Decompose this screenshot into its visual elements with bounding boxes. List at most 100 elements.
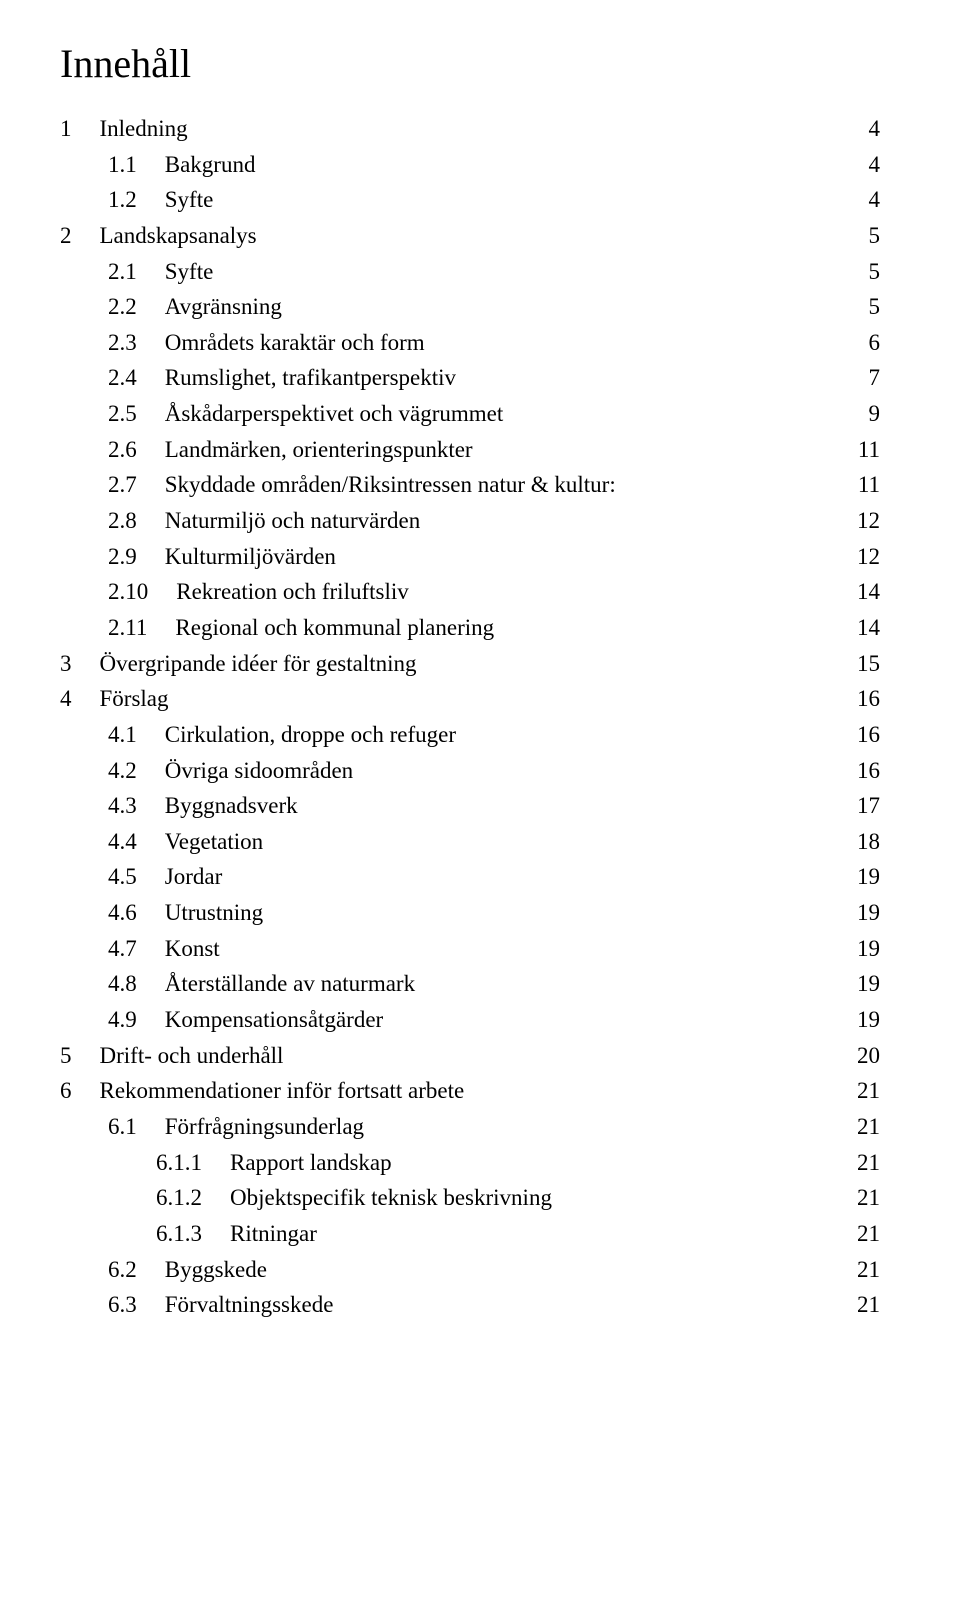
toc-entry-label: Konst [165, 931, 220, 967]
toc-entry[interactable]: 4.4Vegetation18 [60, 824, 880, 860]
toc-entry-label: Kompensationsåtgärder [165, 1002, 383, 1038]
toc-entry-label: Objektspecifik teknisk beskrivning [230, 1180, 552, 1216]
toc-entry[interactable]: 6.1.1Rapport landskap 21 [60, 1145, 880, 1181]
toc-entry-page: 14 [850, 574, 880, 610]
toc-entry[interactable]: 6.3Förvaltningsskede21 [60, 1287, 880, 1323]
toc-entry[interactable]: 1.2Syfte 4 [60, 182, 880, 218]
toc-entry-number: 2.5 [108, 396, 165, 432]
toc-entry-label: Rapport landskap [230, 1145, 392, 1181]
toc-entry-page: 21 [850, 1145, 880, 1181]
toc-entry-number: 5 [60, 1038, 100, 1074]
toc-entry-number: 4 [60, 681, 100, 717]
toc-entry[interactable]: 6.2Byggskede21 [60, 1252, 880, 1288]
toc-entry-page: 5 [850, 254, 880, 290]
toc-entry-page: 21 [850, 1252, 880, 1288]
toc-page: Innehåll 1Inledning41.1Bakgrund41.2Syfte… [0, 0, 960, 1619]
toc-entry[interactable]: 2Landskapsanalys 5 [60, 218, 880, 254]
toc-entry-page: 16 [850, 717, 880, 753]
toc-entry-number: 4.2 [108, 753, 165, 789]
toc-entry-label: Landskapsanalys [100, 218, 257, 254]
toc-entry-label: Vegetation [165, 824, 263, 860]
toc-entry-page: 16 [850, 681, 880, 717]
toc-entry[interactable]: 2.6Landmärken, orienteringspunkter11 [60, 432, 880, 468]
toc-entry[interactable]: 6.1.2Objektspecifik teknisk beskrivning2… [60, 1180, 880, 1216]
toc-entry[interactable]: 4.6Utrustning19 [60, 895, 880, 931]
toc-entry[interactable]: 4.3Byggnadsverk 17 [60, 788, 880, 824]
toc-entry-page: 6 [850, 325, 880, 361]
toc-entry-number: 4.8 [108, 966, 165, 1002]
toc-entry-label: Cirkulation, droppe och refuger [165, 717, 456, 753]
toc-entry-number: 3 [60, 646, 100, 682]
toc-entry-label: Jordar [165, 859, 222, 895]
toc-entry[interactable]: 2.5Åskådarperspektivet och vägrummet9 [60, 396, 880, 432]
toc-entry-page: 4 [850, 147, 880, 183]
toc-entry-page: 15 [850, 646, 880, 682]
toc-entry-page: 11 [850, 432, 880, 468]
toc-entry-label: Rekommendationer inför fortsatt arbete [100, 1073, 465, 1109]
toc-entry[interactable]: 3Övergripande idéer för gestaltning 15 [60, 646, 880, 682]
toc-entry-page: 21 [850, 1180, 880, 1216]
toc-entry[interactable]: 2.3Områdets karaktär och form6 [60, 325, 880, 361]
toc-entry[interactable]: 1Inledning4 [60, 111, 880, 147]
toc-entry-number: 6.1 [108, 1109, 165, 1145]
toc-entry-label: Rumslighet, trafikantperspektiv [165, 360, 456, 396]
toc-entry-page: 12 [850, 539, 880, 575]
toc-entry-page: 21 [850, 1216, 880, 1252]
toc-entry-page: 19 [850, 931, 880, 967]
toc-entry-page: 4 [850, 111, 880, 147]
toc-entry[interactable]: 5Drift- och underhåll20 [60, 1038, 880, 1074]
toc-entry-number: 4.6 [108, 895, 165, 931]
toc-entry[interactable]: 2.11Regional och kommunal planering14 [60, 610, 880, 646]
toc-entry-page: 5 [850, 218, 880, 254]
toc-entry[interactable]: 2.7Skyddade områden/Riksintressen natur … [60, 467, 880, 503]
toc-entry-number: 1.1 [108, 147, 165, 183]
toc-entry[interactable]: 4.9Kompensationsåtgärder19 [60, 1002, 880, 1038]
toc-entry-page: 19 [850, 859, 880, 895]
toc-entry-label: Avgränsning [165, 289, 282, 325]
toc-entry-page: 4 [850, 182, 880, 218]
toc-entry-number: 6.2 [108, 1252, 165, 1288]
toc-entry-number: 2.8 [108, 503, 165, 539]
toc-entry[interactable]: 2.4Rumslighet, trafikantperspektiv7 [60, 360, 880, 396]
toc-entry[interactable]: 4.2Övriga sidoområden16 [60, 753, 880, 789]
toc-entry[interactable]: 2.1Syfte5 [60, 254, 880, 290]
toc-entry-label: Förfrågningsunderlag [165, 1109, 364, 1145]
toc-entry-label: Förslag [100, 681, 169, 717]
toc-entry-label: Utrustning [165, 895, 263, 931]
toc-entry[interactable]: 2.8Naturmiljö och naturvärden12 [60, 503, 880, 539]
toc-entry[interactable]: 4.8Återställande av naturmark19 [60, 966, 880, 1002]
toc-entry-number: 6 [60, 1073, 100, 1109]
toc-entry-page: 14 [850, 610, 880, 646]
toc-entry[interactable]: 2.2Avgränsning5 [60, 289, 880, 325]
toc-entry-number: 2 [60, 218, 100, 254]
toc-entry-number: 2.6 [108, 432, 165, 468]
toc-entry-page: 21 [850, 1073, 880, 1109]
toc-entry-page: 20 [850, 1038, 880, 1074]
toc-entry-number: 2.9 [108, 539, 165, 575]
toc-entry-number: 6.1.1 [156, 1145, 230, 1181]
toc-entry-number: 2.3 [108, 325, 165, 361]
toc-entry-page: 7 [850, 360, 880, 396]
toc-entry[interactable]: 6.1.3Ritningar21 [60, 1216, 880, 1252]
toc-entry[interactable]: 4.5Jordar19 [60, 859, 880, 895]
toc-entry-page: 17 [850, 788, 880, 824]
toc-entry[interactable]: 4.7Konst19 [60, 931, 880, 967]
toc-entry-label: Byggnadsverk [165, 788, 298, 824]
toc-entry-page: 16 [850, 753, 880, 789]
toc-entry-number: 4.3 [108, 788, 165, 824]
toc-entry-number: 1.2 [108, 182, 165, 218]
toc-entry[interactable]: 4Förslag 16 [60, 681, 880, 717]
toc-entry-label: Bakgrund [165, 147, 256, 183]
toc-entry-label: Övergripande idéer för gestaltning [100, 646, 417, 682]
toc-entry-label: Syfte [165, 254, 214, 290]
toc-entry-label: Kulturmiljövärden [165, 539, 336, 575]
toc-entry[interactable]: 2.9Kulturmiljövärden 12 [60, 539, 880, 575]
toc-entry[interactable]: 1.1Bakgrund 4 [60, 147, 880, 183]
toc-entry[interactable]: 6Rekommendationer inför fortsatt arbete 2… [60, 1073, 880, 1109]
toc-entry-page: 11 [850, 467, 880, 503]
toc-entry[interactable]: 2.10Rekreation och friluftsliv14 [60, 574, 880, 610]
toc-entry-page: 21 [850, 1109, 880, 1145]
toc-entry[interactable]: 4.1Cirkulation, droppe och refuger16 [60, 717, 880, 753]
toc-entry-label: Syfte [165, 182, 214, 218]
toc-entry[interactable]: 6.1Förfrågningsunderlag 21 [60, 1109, 880, 1145]
